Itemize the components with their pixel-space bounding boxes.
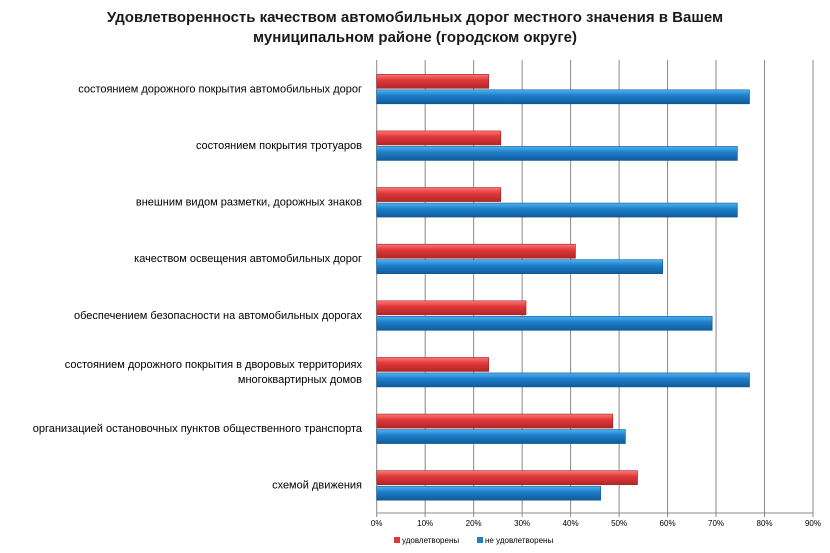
category-label: качеством освещения автомобильных дорог	[134, 253, 362, 265]
category-label: состоянием дорожного покрытия автомобиль…	[78, 83, 362, 95]
x-tick-label: 90%	[805, 519, 821, 528]
category-label: схемой движения	[272, 480, 362, 492]
x-tick-label: 0%	[371, 519, 383, 528]
bar-not-satisfied	[376, 316, 713, 331]
category-label: организацией остановочных пунктов общест…	[33, 423, 363, 435]
bar-satisfied	[376, 187, 502, 202]
bar-satisfied	[376, 130, 502, 146]
x-tick-label: 10%	[417, 519, 433, 528]
bar-not-satisfied	[376, 202, 738, 218]
x-tick-label: 80%	[757, 519, 773, 528]
x-tick-label: 60%	[660, 519, 676, 528]
legend-swatch	[394, 537, 400, 543]
bar-not-satisfied	[376, 372, 750, 388]
x-tick-label: 20%	[466, 519, 482, 528]
x-tick-label: 50%	[611, 519, 627, 528]
category-label: состоянием покрытия тротуаров	[196, 140, 362, 152]
bar-not-satisfied	[376, 259, 664, 274]
bar-not-satisfied	[376, 429, 626, 444]
bar-satisfied	[376, 74, 489, 89]
bar-not-satisfied	[376, 146, 738, 161]
bar-not-satisfied	[376, 89, 750, 105]
title-line-2: муниципальном районе (городском округе)	[253, 29, 577, 46]
category-label: многоквартирных домов	[238, 374, 362, 386]
x-tick-label: 30%	[514, 519, 530, 528]
bar-not-satisfied	[376, 485, 601, 501]
bar-satisfied	[376, 243, 576, 259]
legend-swatch	[477, 537, 483, 543]
bar-satisfied	[376, 413, 614, 429]
bar-satisfied	[376, 357, 489, 372]
bar-satisfied	[376, 300, 527, 316]
category-label: состоянием дорожного покрытия в дворовых…	[65, 359, 363, 371]
bar-satisfied	[376, 470, 638, 485]
legend-label: удовлетворены	[402, 536, 459, 545]
category-label: обеспечением безопасности на автомобильн…	[74, 310, 362, 322]
x-tick-label: 40%	[563, 519, 579, 528]
legend-label: не удовлетворены	[485, 536, 553, 545]
x-tick-label: 70%	[708, 519, 724, 528]
chart-title: Удовлетворенность качеством автомобильны…	[60, 8, 770, 48]
category-label: внешним видом разметки, дорожных знаков	[136, 197, 362, 209]
title-line-1: Удовлетворенность качеством автомобильны…	[106, 9, 724, 26]
